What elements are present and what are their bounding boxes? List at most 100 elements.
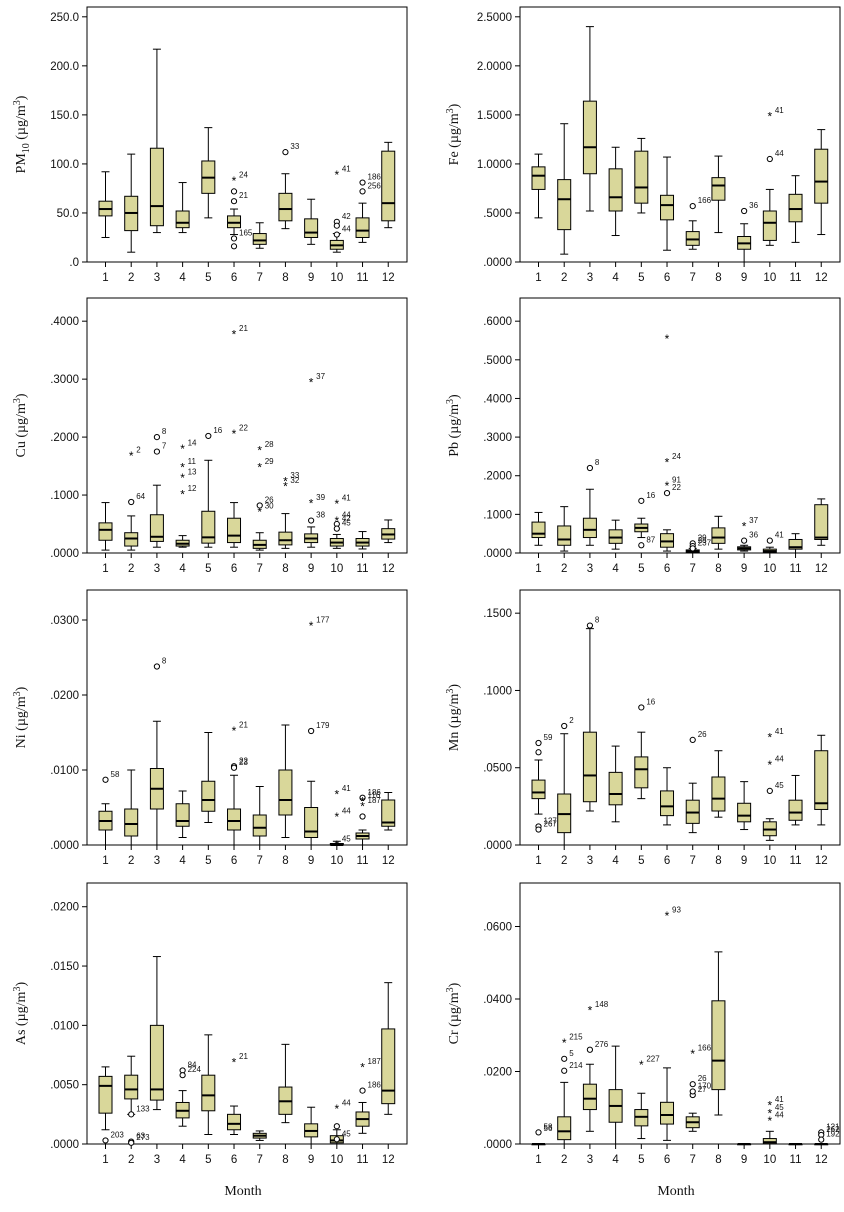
y-tick-label: .4000 — [483, 393, 512, 405]
outlier-label: 28 — [265, 440, 274, 449]
outlier-label: 42 — [342, 212, 351, 221]
outlier-circle — [638, 497, 645, 504]
box-month-11 — [355, 829, 370, 846]
outlier-label: 224 — [188, 1065, 202, 1074]
box-month-9 — [304, 526, 319, 548]
outlier-label: 215 — [569, 1033, 583, 1042]
outlier-label: 84 — [188, 1060, 197, 1069]
outlier-circle — [689, 545, 696, 552]
box-month-11 — [788, 774, 803, 826]
y-tick-label: .0000 — [483, 840, 512, 852]
box-iqr — [381, 150, 396, 222]
x-tick-label: 1 — [102, 1154, 108, 1166]
box-month-3 — [582, 26, 597, 212]
outlier-circle — [128, 1111, 135, 1118]
outlier-label: 30 — [265, 501, 274, 510]
box-month-1 — [98, 1066, 113, 1131]
box-month-5 — [634, 1092, 649, 1140]
x-tick-label: 7 — [257, 855, 263, 867]
y-axis-label: As (µg/m3) — [12, 982, 29, 1046]
x-tick-label: 9 — [741, 1154, 747, 1166]
x-tick-label: 8 — [715, 563, 721, 575]
outlier-label: 256 — [368, 181, 382, 190]
outlier-label: 26 — [698, 730, 707, 739]
x-tick-label: 12 — [382, 855, 395, 867]
outlier-label: 11 — [188, 457, 197, 466]
x-tick-label: 6 — [664, 1154, 670, 1166]
outlier-star: * — [690, 1047, 695, 1061]
y-label-superscript: 3 — [12, 987, 23, 992]
y-tick-label: 2.5000 — [477, 12, 512, 24]
outlier-circle — [333, 525, 340, 532]
y-tick-label: 250.0 — [50, 12, 79, 24]
y-tick-label: .0300 — [50, 615, 79, 627]
y-tick-label: 100.0 — [50, 159, 79, 171]
y-axis-label: PM10 (µg/m3) — [12, 95, 32, 173]
outlier-star: * — [360, 794, 365, 808]
x-tick-label: 12 — [815, 855, 828, 867]
x-tick-label: 6 — [231, 272, 237, 284]
outlier-star: * — [180, 471, 185, 485]
y-tick-label: .3000 — [483, 432, 512, 444]
outlier-circle — [230, 198, 238, 205]
y-label-unit: (µg/m — [447, 992, 462, 1030]
box-month-5 — [201, 459, 216, 548]
outlier-label: 127 — [544, 816, 558, 825]
outlier-label: 227 — [646, 1054, 660, 1063]
y-tick-label: .4000 — [50, 316, 79, 328]
outlier-label: 44 — [342, 225, 351, 234]
box-month-3 — [149, 720, 164, 846]
outlier-label: 38 — [316, 511, 325, 520]
outlier-label: 177 — [316, 615, 330, 624]
box-iqr — [278, 769, 293, 816]
outlier-label: 276 — [595, 1040, 609, 1049]
box-iqr — [557, 179, 572, 231]
box-iqr — [175, 803, 190, 827]
x-tick-label: 6 — [231, 563, 237, 575]
outlier-star: * — [665, 456, 670, 470]
x-tick-label: 4 — [179, 272, 186, 284]
outlier-circle — [535, 739, 542, 747]
outlier-label: 262 — [826, 1125, 840, 1134]
box-month-12 — [381, 141, 396, 229]
x-tick-label: 4 — [179, 563, 186, 575]
outlier-label: 41 — [342, 784, 351, 793]
y-label-symbol: PM — [14, 153, 29, 174]
outlier-star: * — [665, 909, 670, 923]
box-month-11 — [355, 202, 370, 243]
outlier-label: 21 — [239, 1052, 248, 1061]
outlier-label: 24 — [672, 452, 681, 461]
y-label-superscript: 3 — [445, 399, 456, 404]
x-tick-label: 4 — [179, 1154, 186, 1166]
x-tick-label: 3 — [154, 1154, 160, 1166]
y-tick-label: .0000 — [483, 548, 512, 560]
outlier-star: * — [180, 487, 185, 501]
box-month-2 — [557, 733, 572, 846]
outlier-label: 44 — [775, 1110, 784, 1119]
box-month-1 — [98, 502, 113, 551]
box-iqr — [660, 790, 675, 817]
outlier-label: 27 — [698, 1085, 707, 1094]
x-tick-label: 3 — [587, 855, 593, 867]
box-month-1 — [531, 153, 546, 219]
y-label-superscript: 3 — [12, 398, 23, 403]
box-month-8 — [711, 951, 726, 1116]
y-tick-label: .0000 — [50, 840, 79, 852]
outlier-star: * — [232, 174, 237, 188]
outlier-circle — [308, 727, 315, 735]
outlier-star: * — [742, 519, 747, 533]
box-month-7 — [252, 532, 267, 551]
box-month-5 — [201, 1034, 216, 1136]
outlier-label: 37 — [749, 516, 758, 525]
box-iqr — [557, 1116, 572, 1141]
y-tick-label: .0400 — [483, 994, 512, 1006]
y-tick-label: .0000 — [50, 1139, 79, 1151]
box-month-2 — [124, 515, 139, 551]
outlier-label: 58 — [111, 770, 120, 779]
outlier-circle — [153, 663, 161, 670]
box-iqr — [201, 780, 216, 812]
box-month-12 — [381, 792, 396, 831]
box-month-1 — [531, 511, 546, 546]
